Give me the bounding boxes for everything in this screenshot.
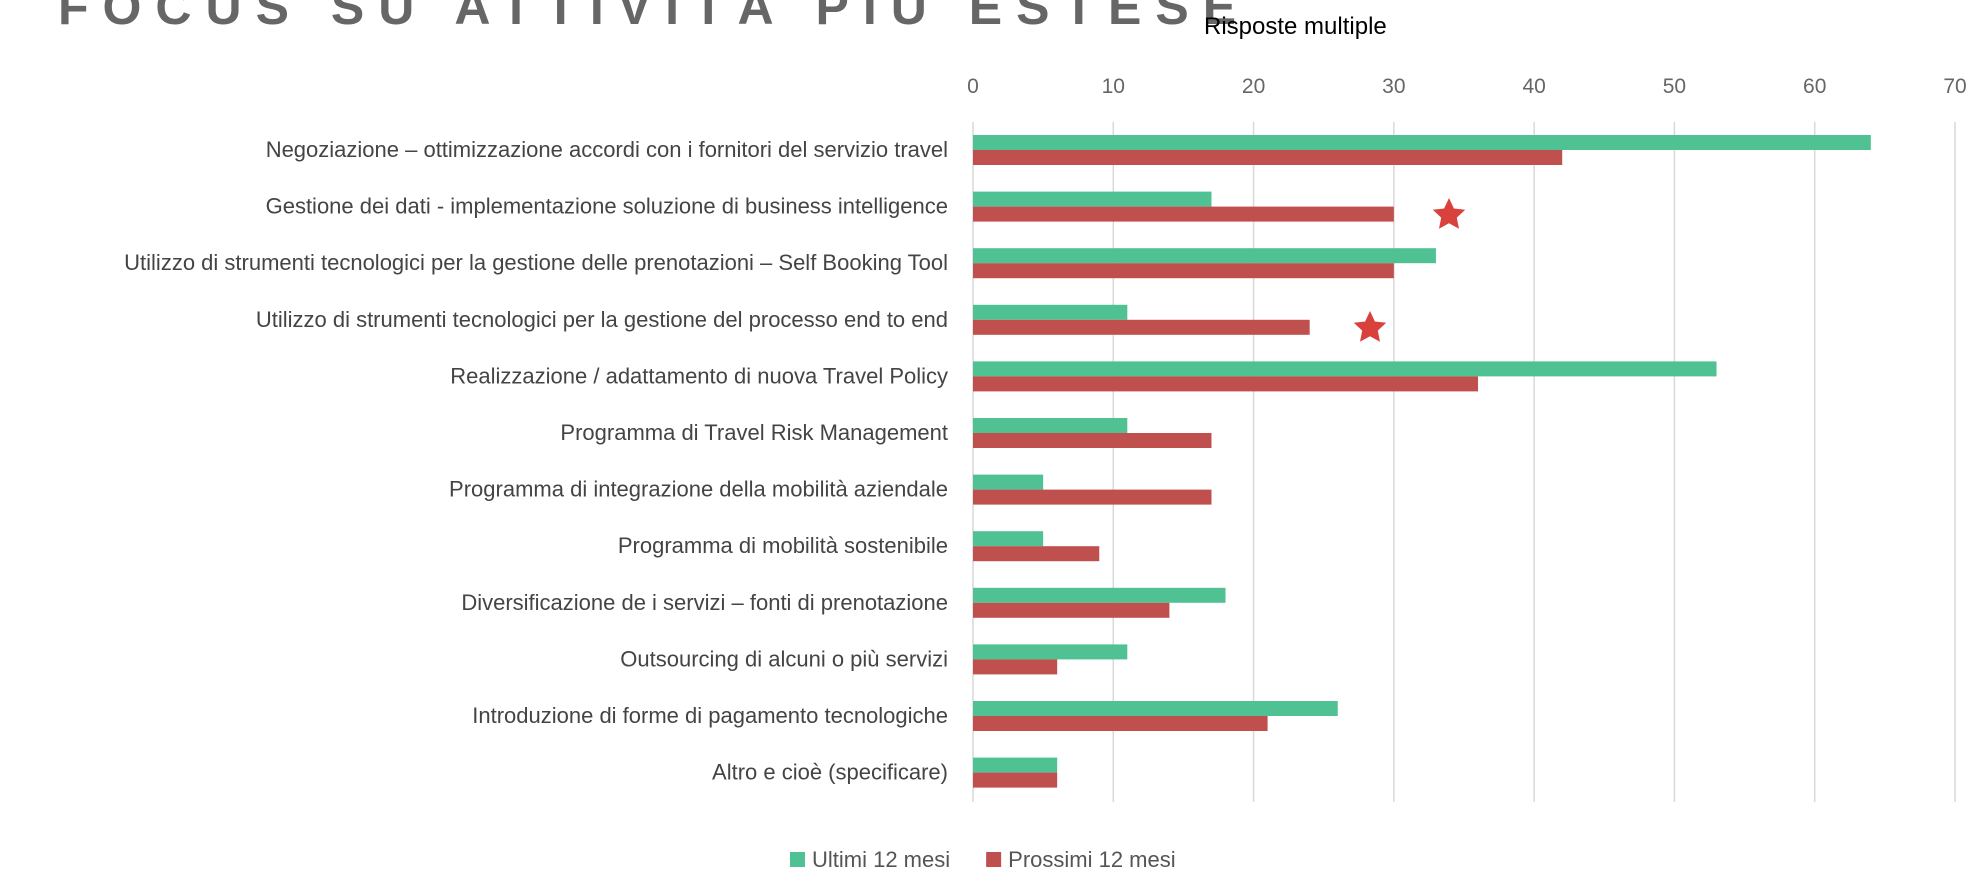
y-tick-label: Utilizzo di strumenti tecnologici per la… [124,250,948,275]
bar [973,772,1058,788]
star [1353,311,1387,342]
y-tick-label: Programma di integrazione della mobilità… [449,477,948,502]
x-tick-label: 30 [1382,75,1405,98]
bar [973,433,1212,448]
x-tick-label: 70 [1943,75,1966,98]
bar [973,304,1128,320]
bar [973,644,1128,660]
bar [973,701,1338,716]
y-tick-label: Introduzione di forme di pagamento tecno… [472,703,948,728]
chart-subtitle: Risposte multiple [1204,13,1387,40]
legend-label: Ultimi 12 mesi [812,847,950,871]
bar [973,135,1871,150]
x-tick-label: 40 [1522,75,1545,98]
bar [973,418,1128,433]
y-tick-label: Programma di mobilità sostenibile [618,533,948,558]
y-tick-label: Negoziazione – ottimizzazione accordi co… [266,137,948,162]
y-tick-label: Realizzazione / adattamento di nuova Tra… [450,363,948,388]
legend-swatch [986,852,1002,867]
annotation-stars [1353,198,1466,342]
x-tick-label: 10 [1102,75,1125,98]
legend-label: Prossimi 12 mesi [1008,847,1175,871]
bar [973,263,1394,279]
y-tick-label: Gestione dei dati - implementazione solu… [266,194,948,219]
bar [973,716,1268,731]
y-tick-label: Utilizzo di strumenti tecnologici per la… [256,307,948,332]
x-tick-label: 50 [1663,75,1686,98]
bar [973,546,1100,562]
y-tick-label: Diversificazione de i servizi – fonti di… [461,590,948,615]
x-tick-label: 20 [1242,75,1265,98]
bar [973,489,1212,505]
star [1432,198,1466,229]
y-tick-label: Altro e cioè (specificare) [712,760,948,785]
bar [973,531,1044,547]
bar [973,191,1212,207]
chart-title: FOCUS SU ATTIVITÀ PIÙ ESTESE [58,0,1250,35]
bar [973,361,1717,377]
bar [973,376,1479,392]
y-tick-label: Outsourcing di alcuni o più servizi [620,646,948,671]
x-tick-label: 60 [1803,75,1826,98]
bar [973,757,1058,773]
bar [973,206,1394,222]
bar [973,659,1058,675]
bar [973,602,1170,618]
bar [973,587,1226,603]
legend-swatch [790,852,805,867]
bar [973,474,1044,490]
x-tick-label: 0 [967,75,979,98]
bar [973,150,1563,165]
bar [973,319,1310,335]
bar [973,248,1436,264]
y-tick-label: Programma di Travel Risk Management [560,420,948,445]
